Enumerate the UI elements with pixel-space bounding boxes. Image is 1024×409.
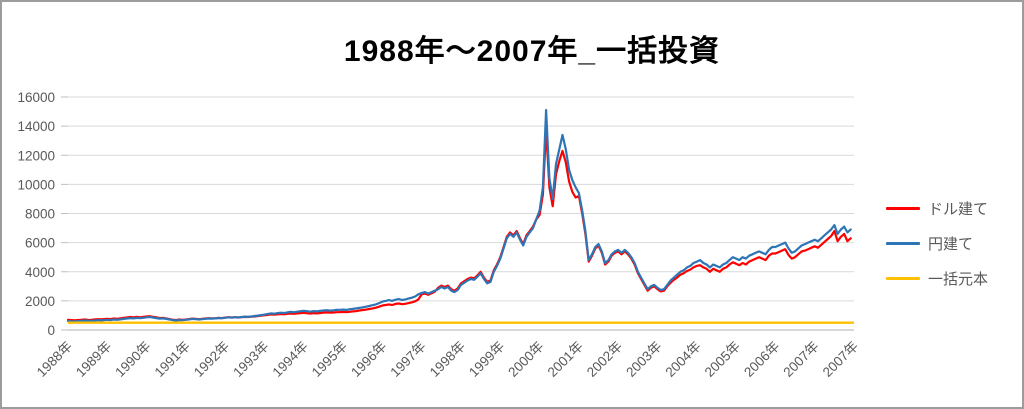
x-tick-label-19: 2007年 [780, 339, 821, 380]
y-tick-label-8000: 8000 [25, 207, 55, 222]
y-tick-label-10000: 10000 [17, 177, 55, 192]
legend-swatch-yen [886, 241, 920, 245]
chart-title: 1988年〜2007年_一括投資 [343, 35, 721, 68]
x-tick-label-8: 1996年 [348, 339, 389, 380]
y-tick-label-6000: 6000 [25, 236, 55, 251]
legend-label-principal: 一括元本 [928, 270, 989, 288]
legend-item-yen: 円建て [886, 233, 988, 253]
x-tick-label-18: 2006年 [741, 339, 782, 380]
y-tick-label-16000: 16000 [17, 90, 55, 105]
x-tick-label-10: 1998年 [427, 339, 468, 380]
x-tick-label-3: 1991年 [152, 339, 193, 380]
x-tick-label-20: 2007年 [820, 339, 861, 380]
x-tick-label-15: 2003年 [623, 339, 664, 380]
series-line-yen [66, 108, 852, 323]
y-tick-label-2000: 2000 [25, 294, 55, 309]
y-tick-label-4000: 4000 [25, 265, 55, 280]
legend-label-yen: 円建て [928, 235, 974, 253]
x-tick-label-6: 1994年 [270, 339, 311, 380]
legend-item-dollar: ドル建て [886, 198, 988, 218]
x-tick-label-14: 2002年 [584, 339, 625, 380]
x-tick-label-7: 1995年 [309, 339, 350, 380]
legend-item-principal: 一括元本 [886, 268, 988, 288]
legend-swatch-dollar [886, 206, 920, 210]
x-tick-label-0: 1988年 [34, 339, 75, 380]
x-tick-label-4: 1992年 [191, 339, 232, 380]
legend-swatch-principal [886, 276, 920, 280]
x-tick-label-17: 2005年 [702, 339, 743, 380]
y-tick-label-12000: 12000 [17, 148, 55, 163]
x-tick-label-13: 2001年 [545, 339, 586, 380]
x-tick-label-5: 1993年 [230, 339, 271, 380]
y-tick-label-14000: 14000 [17, 119, 55, 134]
x-tick-label-11: 1999年 [466, 339, 507, 380]
legend: ドル建て円建て一括元本 [886, 198, 988, 288]
x-tick-label-2: 1990年 [112, 339, 153, 380]
x-tick-label-1: 1989年 [73, 339, 114, 380]
y-tick-label-0: 0 [47, 323, 55, 338]
x-tick-label-9: 1997年 [387, 339, 428, 380]
legend-label-dollar: ドル建て [928, 200, 989, 218]
series-line-dollar [66, 127, 852, 322]
x-tick-label-12: 2000年 [505, 339, 546, 380]
x-tick-label-16: 2004年 [663, 339, 704, 380]
